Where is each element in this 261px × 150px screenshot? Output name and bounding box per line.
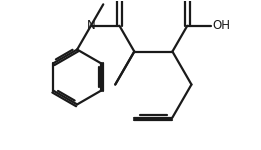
Text: OH: OH: [212, 19, 230, 32]
Text: N: N: [86, 18, 95, 32]
